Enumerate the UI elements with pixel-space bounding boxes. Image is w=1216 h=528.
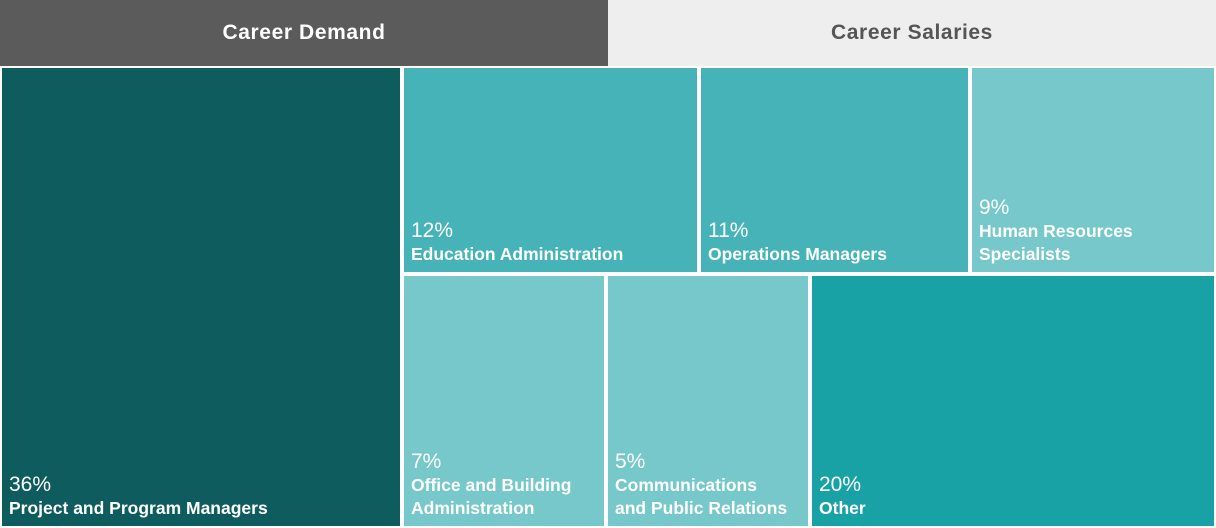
tile-percent: 9% [979,196,1010,219]
tile-label: Other [819,498,866,518]
tile-other[interactable]: 20% Other [810,274,1216,528]
tile-project-program-managers[interactable]: 36% Project and Program Managers [0,66,402,528]
tile-label: Project and Program Managers [9,498,268,518]
tile-label: Operations Managers [708,244,887,264]
tile-office-building-administration[interactable]: 7% Office and Building Administration [402,274,606,528]
tile-label: Communications and Public Relations [615,475,788,518]
tile-communications-public-relations[interactable]: 5% Communications and Public Relations [606,274,810,528]
tile-education-administration[interactable]: 12% Education Administration [402,66,699,274]
tile-percent: 20% [819,473,862,496]
tile-label: Human Resources Specialists [979,221,1133,264]
tile-label: Office and Building Administration [411,475,572,518]
tile-percent: 11% [708,219,749,242]
tab-career-salaries[interactable]: Career Salaries [608,0,1216,66]
tile-label: Education Administration [411,244,624,264]
career-demand-treemap: 36% Project and Program Managers 12% Edu… [0,66,1216,528]
tile-human-resources-specialists[interactable]: 9% Human Resources Specialists [970,66,1216,274]
tab-career-demand[interactable]: Career Demand [0,0,608,66]
tile-percent: 36% [9,473,52,496]
tile-percent: 5% [615,450,646,473]
tile-percent: 12% [411,219,454,242]
career-tabs: Career Demand Career Salaries [0,0,1216,66]
tile-percent: 7% [411,450,442,473]
tile-operations-managers[interactable]: 11% Operations Managers [699,66,970,274]
